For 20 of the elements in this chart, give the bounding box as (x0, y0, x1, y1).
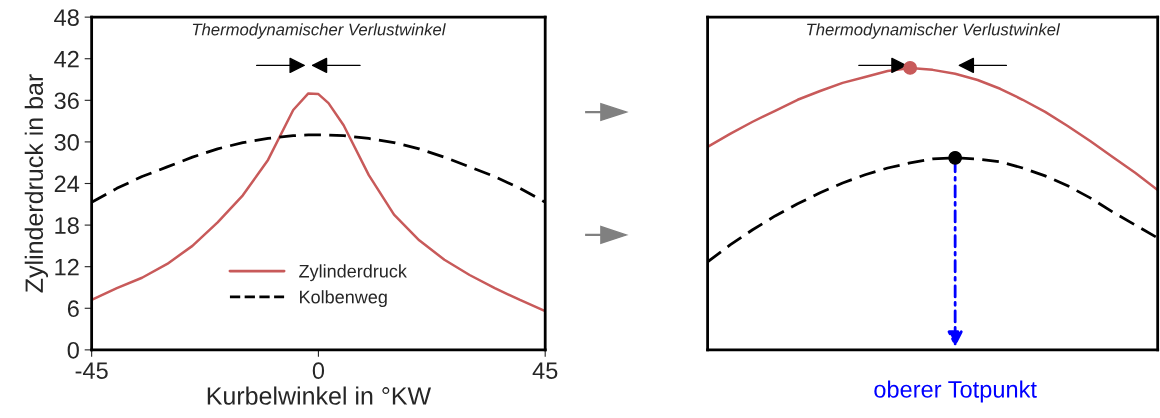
y-tick-label: 12 (55, 258, 79, 276)
y-tick-label: 48 (54, 9, 79, 26)
y-tick-label: 42 (54, 50, 79, 68)
y-axis-title: Zylinderdruck in bar (24, 74, 49, 293)
y-tick-label: 6 (67, 300, 79, 318)
legend-label: Kolbenweg (300, 290, 387, 307)
y-tick-label: 24 (54, 175, 80, 193)
text: Thermodynamischer Verlustwinkel (807, 23, 1061, 39)
x-tick-label: -45 (75, 362, 108, 380)
text: oberer Totpunkt (874, 380, 1037, 403)
x-axis-title: Kurbelwinkel in °KW (207, 386, 432, 405)
y-tick-label: 36 (54, 92, 79, 110)
legend-label: Zylinderdruck (299, 264, 407, 282)
line-series (91, 92, 546, 313)
y-tick-label: 0 (67, 341, 79, 359)
y-tick-label: 18 (55, 217, 79, 234)
annotation: Thermodynamischer Verlustwinkel (192, 23, 446, 39)
x-tick-label: 45 (532, 362, 558, 380)
y-tick-label: 30 (54, 133, 79, 151)
x-tick-label: 0 (312, 362, 325, 380)
